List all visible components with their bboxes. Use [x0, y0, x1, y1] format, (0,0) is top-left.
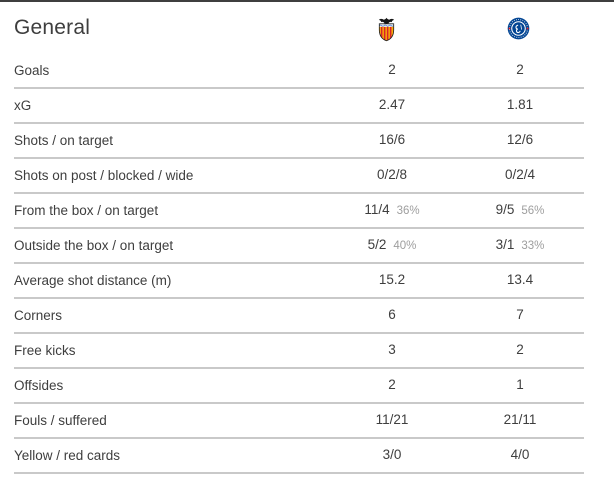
stat-label: xG — [14, 98, 32, 113]
stat-row-avg-shot-distance: Average shot distance (m) 15.2 13.4 — [14, 264, 584, 299]
stat-label: Yellow / red cards — [14, 448, 121, 463]
home-value: 11/4 — [364, 202, 390, 217]
stat-row-offsides: Offsides 2 1 — [14, 369, 584, 404]
stat-label: Offsides — [14, 378, 64, 393]
stat-row-cards: Yellow / red cards 3/0 4/0 — [14, 439, 584, 474]
home-value: 16/6 — [378, 132, 406, 147]
stat-row-fouls: Fouls / suffered 11/21 21/11 — [14, 404, 584, 439]
home-pct: 36% — [396, 204, 420, 217]
away-value: 2 — [516, 62, 524, 77]
stat-row-xg: xG 2.47 1.81 — [14, 89, 584, 124]
stat-label: Shots on post / blocked / wide — [14, 168, 194, 183]
home-value: 0/2/8 — [376, 167, 408, 182]
home-value: 3/0 — [382, 447, 402, 462]
home-pct: 40% — [393, 239, 417, 252]
away-value: 7 — [516, 307, 524, 322]
stat-row-shots: Shots / on target 16/6 12/6 — [14, 124, 584, 159]
away-value: 0/2/4 — [504, 167, 536, 182]
away-value: 1.81 — [506, 97, 534, 112]
home-value: 11/21 — [375, 412, 409, 427]
stat-label: Average shot distance (m) — [14, 273, 172, 288]
stats-header: General — [0, 2, 614, 54]
away-value: 9/5 — [495, 202, 515, 217]
away-pct: 56% — [521, 204, 545, 217]
stat-label: Fouls / suffered — [14, 413, 107, 428]
chelsea-crest-icon — [507, 17, 530, 40]
stat-row-corners: Corners 6 7 — [14, 299, 584, 334]
stat-row-from-box: From the box / on target 11/4 36% 9/5 56% — [14, 194, 584, 229]
stat-label: Free kicks — [14, 343, 76, 358]
top-accent-line — [0, 0, 614, 2]
away-pct: 33% — [521, 239, 545, 252]
stat-row-free-kicks: Free kicks 3 2 — [14, 334, 584, 369]
stat-label: From the box / on target — [14, 203, 159, 218]
stat-label: Outside the box / on target — [14, 238, 174, 253]
away-value: 1 — [516, 377, 524, 392]
stat-label: Shots / on target — [14, 133, 114, 148]
stats-table: Goals 2 2 xG 2.47 1.81 Shots / on target… — [0, 54, 614, 474]
away-value: 3/1 — [495, 237, 515, 252]
stat-row-shots-post-blocked-wide: Shots on post / blocked / wide 0/2/8 0/2… — [14, 159, 584, 194]
stat-row-outside-box: Outside the box / on target 5/2 40% 3/1 33… — [14, 229, 584, 264]
away-value: 13.4 — [506, 272, 534, 287]
home-value: 2 — [388, 377, 396, 392]
stat-label: Corners — [14, 308, 63, 323]
section-title: General — [14, 16, 91, 39]
away-value: 4/0 — [510, 447, 530, 462]
stat-label: Goals — [14, 63, 50, 78]
home-value: 15.2 — [378, 272, 406, 287]
away-value: 12/6 — [506, 132, 534, 147]
valencia-crest-icon — [376, 17, 397, 42]
stat-row-goals: Goals 2 2 — [14, 54, 584, 89]
home-value: 2.47 — [378, 97, 406, 112]
away-value: 21/11 — [503, 412, 537, 427]
home-value: 6 — [388, 307, 396, 322]
away-value: 2 — [516, 342, 524, 357]
home-value: 2 — [388, 62, 396, 77]
home-value: 3 — [388, 342, 396, 357]
home-value: 5/2 — [367, 237, 387, 252]
